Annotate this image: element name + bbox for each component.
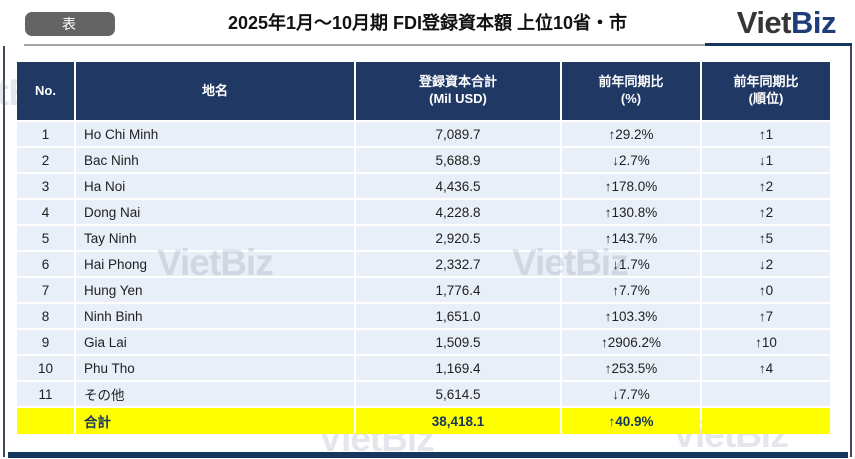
row-rank-cell: ↑2 — [702, 174, 830, 198]
row-no-cell: 6 — [17, 252, 74, 276]
row-yoy-cell: ↑29.2% — [562, 122, 700, 146]
bottom-bar — [8, 452, 848, 458]
header-divider — [24, 44, 805, 46]
row-capital-cell: 4,436.5 — [356, 174, 560, 198]
row-yoy-cell: ↑253.5% — [562, 356, 700, 380]
row-no-cell: 3 — [17, 174, 74, 198]
column-header-label: 前年同期比 — [598, 74, 664, 90]
total-rank-cell — [702, 408, 830, 434]
column-header-sublabel: (順位) — [748, 91, 784, 106]
row-yoy-cell: ↑7.7% — [562, 278, 700, 302]
row-name-cell: Tay Ninh — [76, 226, 354, 250]
row-capital-cell: 5,614.5 — [356, 382, 560, 406]
fdi-table: No. 地名 登録資本合計 (Mil USD) 前年同期比 (%) 前年同期比 (順位) 1 Ho… — [17, 62, 830, 434]
right-border — [850, 46, 852, 457]
row-yoy-cell: ↓2.7% — [562, 148, 700, 172]
column-header-sublabel: (Mil USD) — [429, 91, 487, 106]
row-capital-cell: 1,776.4 — [356, 278, 560, 302]
row-no-cell: 1 — [17, 122, 74, 146]
row-name-cell: Hai Phong — [76, 252, 354, 276]
row-name-cell: その他 — [76, 382, 354, 406]
row-no-cell: 8 — [17, 304, 74, 328]
row-name-cell: Ninh Binh — [76, 304, 354, 328]
row-name-cell: Phu Tho — [76, 356, 354, 380]
row-rank-cell: ↓1 — [702, 148, 830, 172]
column-header-label: 地名 — [201, 82, 228, 98]
column-header-rank: 前年同期比 (順位) — [702, 62, 830, 120]
total-yoy-cell: ↑40.9% — [562, 408, 700, 434]
row-rank-cell: ↑5 — [702, 226, 830, 250]
row-yoy-cell: ↓7.7% — [562, 382, 700, 406]
left-border — [3, 46, 5, 457]
row-capital-cell: 1,509.5 — [356, 330, 560, 354]
row-capital-cell: 4,228.8 — [356, 200, 560, 224]
row-capital-cell: 1,651.0 — [356, 304, 560, 328]
row-rank-cell: ↑7 — [702, 304, 830, 328]
row-capital-cell: 2,332.7 — [356, 252, 560, 276]
row-name-cell: Gia Lai — [76, 330, 354, 354]
vietbiz-logo: VietBiz — [736, 5, 837, 41]
column-header-sublabel: (%) — [620, 91, 642, 106]
row-capital-cell: 7,089.7 — [356, 122, 560, 146]
row-yoy-cell: ↑103.3% — [562, 304, 700, 328]
logo-text-biz: Biz — [791, 5, 837, 40]
column-header-capital: 登録資本合計 (Mil USD) — [356, 62, 560, 120]
row-no-cell: 4 — [17, 200, 74, 224]
row-yoy-cell: ↑2906.2% — [562, 330, 700, 354]
row-yoy-cell: ↑130.8% — [562, 200, 700, 224]
row-rank-cell: ↑4 — [702, 356, 830, 380]
table-badge: 表 — [25, 12, 115, 36]
row-no-cell: 9 — [17, 330, 74, 354]
column-header-name: 地名 — [76, 62, 354, 120]
column-header-label: No. — [35, 82, 56, 98]
column-header-label: 登録資本合計 — [418, 74, 497, 90]
total-capital-cell: 38,418.1 — [356, 408, 560, 434]
logo-underline — [705, 43, 852, 46]
total-name-cell: 合計 — [76, 408, 354, 434]
row-name-cell: Dong Nai — [76, 200, 354, 224]
row-yoy-cell: ↓1.7% — [562, 252, 700, 276]
row-yoy-cell: ↑178.0% — [562, 174, 700, 198]
row-yoy-cell: ↑143.7% — [562, 226, 700, 250]
row-no-cell: 5 — [17, 226, 74, 250]
row-rank-cell: ↑2 — [702, 200, 830, 224]
row-no-cell: 11 — [17, 382, 74, 406]
row-rank-cell: ↓2 — [702, 252, 830, 276]
column-header-no: No. — [17, 62, 74, 120]
row-capital-cell: 5,688.9 — [356, 148, 560, 172]
row-capital-cell: 1,169.4 — [356, 356, 560, 380]
column-header-label: 前年同期比 — [733, 74, 799, 90]
row-no-cell: 10 — [17, 356, 74, 380]
logo-text-viet: Viet — [736, 5, 792, 40]
row-rank-cell — [702, 382, 830, 406]
total-no-cell — [17, 408, 74, 434]
row-rank-cell: ↑10 — [702, 330, 830, 354]
row-capital-cell: 2,920.5 — [356, 226, 560, 250]
row-rank-cell: ↑0 — [702, 278, 830, 302]
row-name-cell: Bac Ninh — [76, 148, 354, 172]
row-name-cell: Hung Yen — [76, 278, 354, 302]
row-no-cell: 7 — [17, 278, 74, 302]
page-title: 2025年1月～10月期 FDI登録資本額 上位10省・市 — [227, 13, 628, 33]
row-name-cell: Ho Chi Minh — [76, 122, 354, 146]
row-name-cell: Ha Noi — [76, 174, 354, 198]
column-header-yoy: 前年同期比 (%) — [562, 62, 700, 120]
row-no-cell: 2 — [17, 148, 74, 172]
row-rank-cell: ↑1 — [702, 122, 830, 146]
